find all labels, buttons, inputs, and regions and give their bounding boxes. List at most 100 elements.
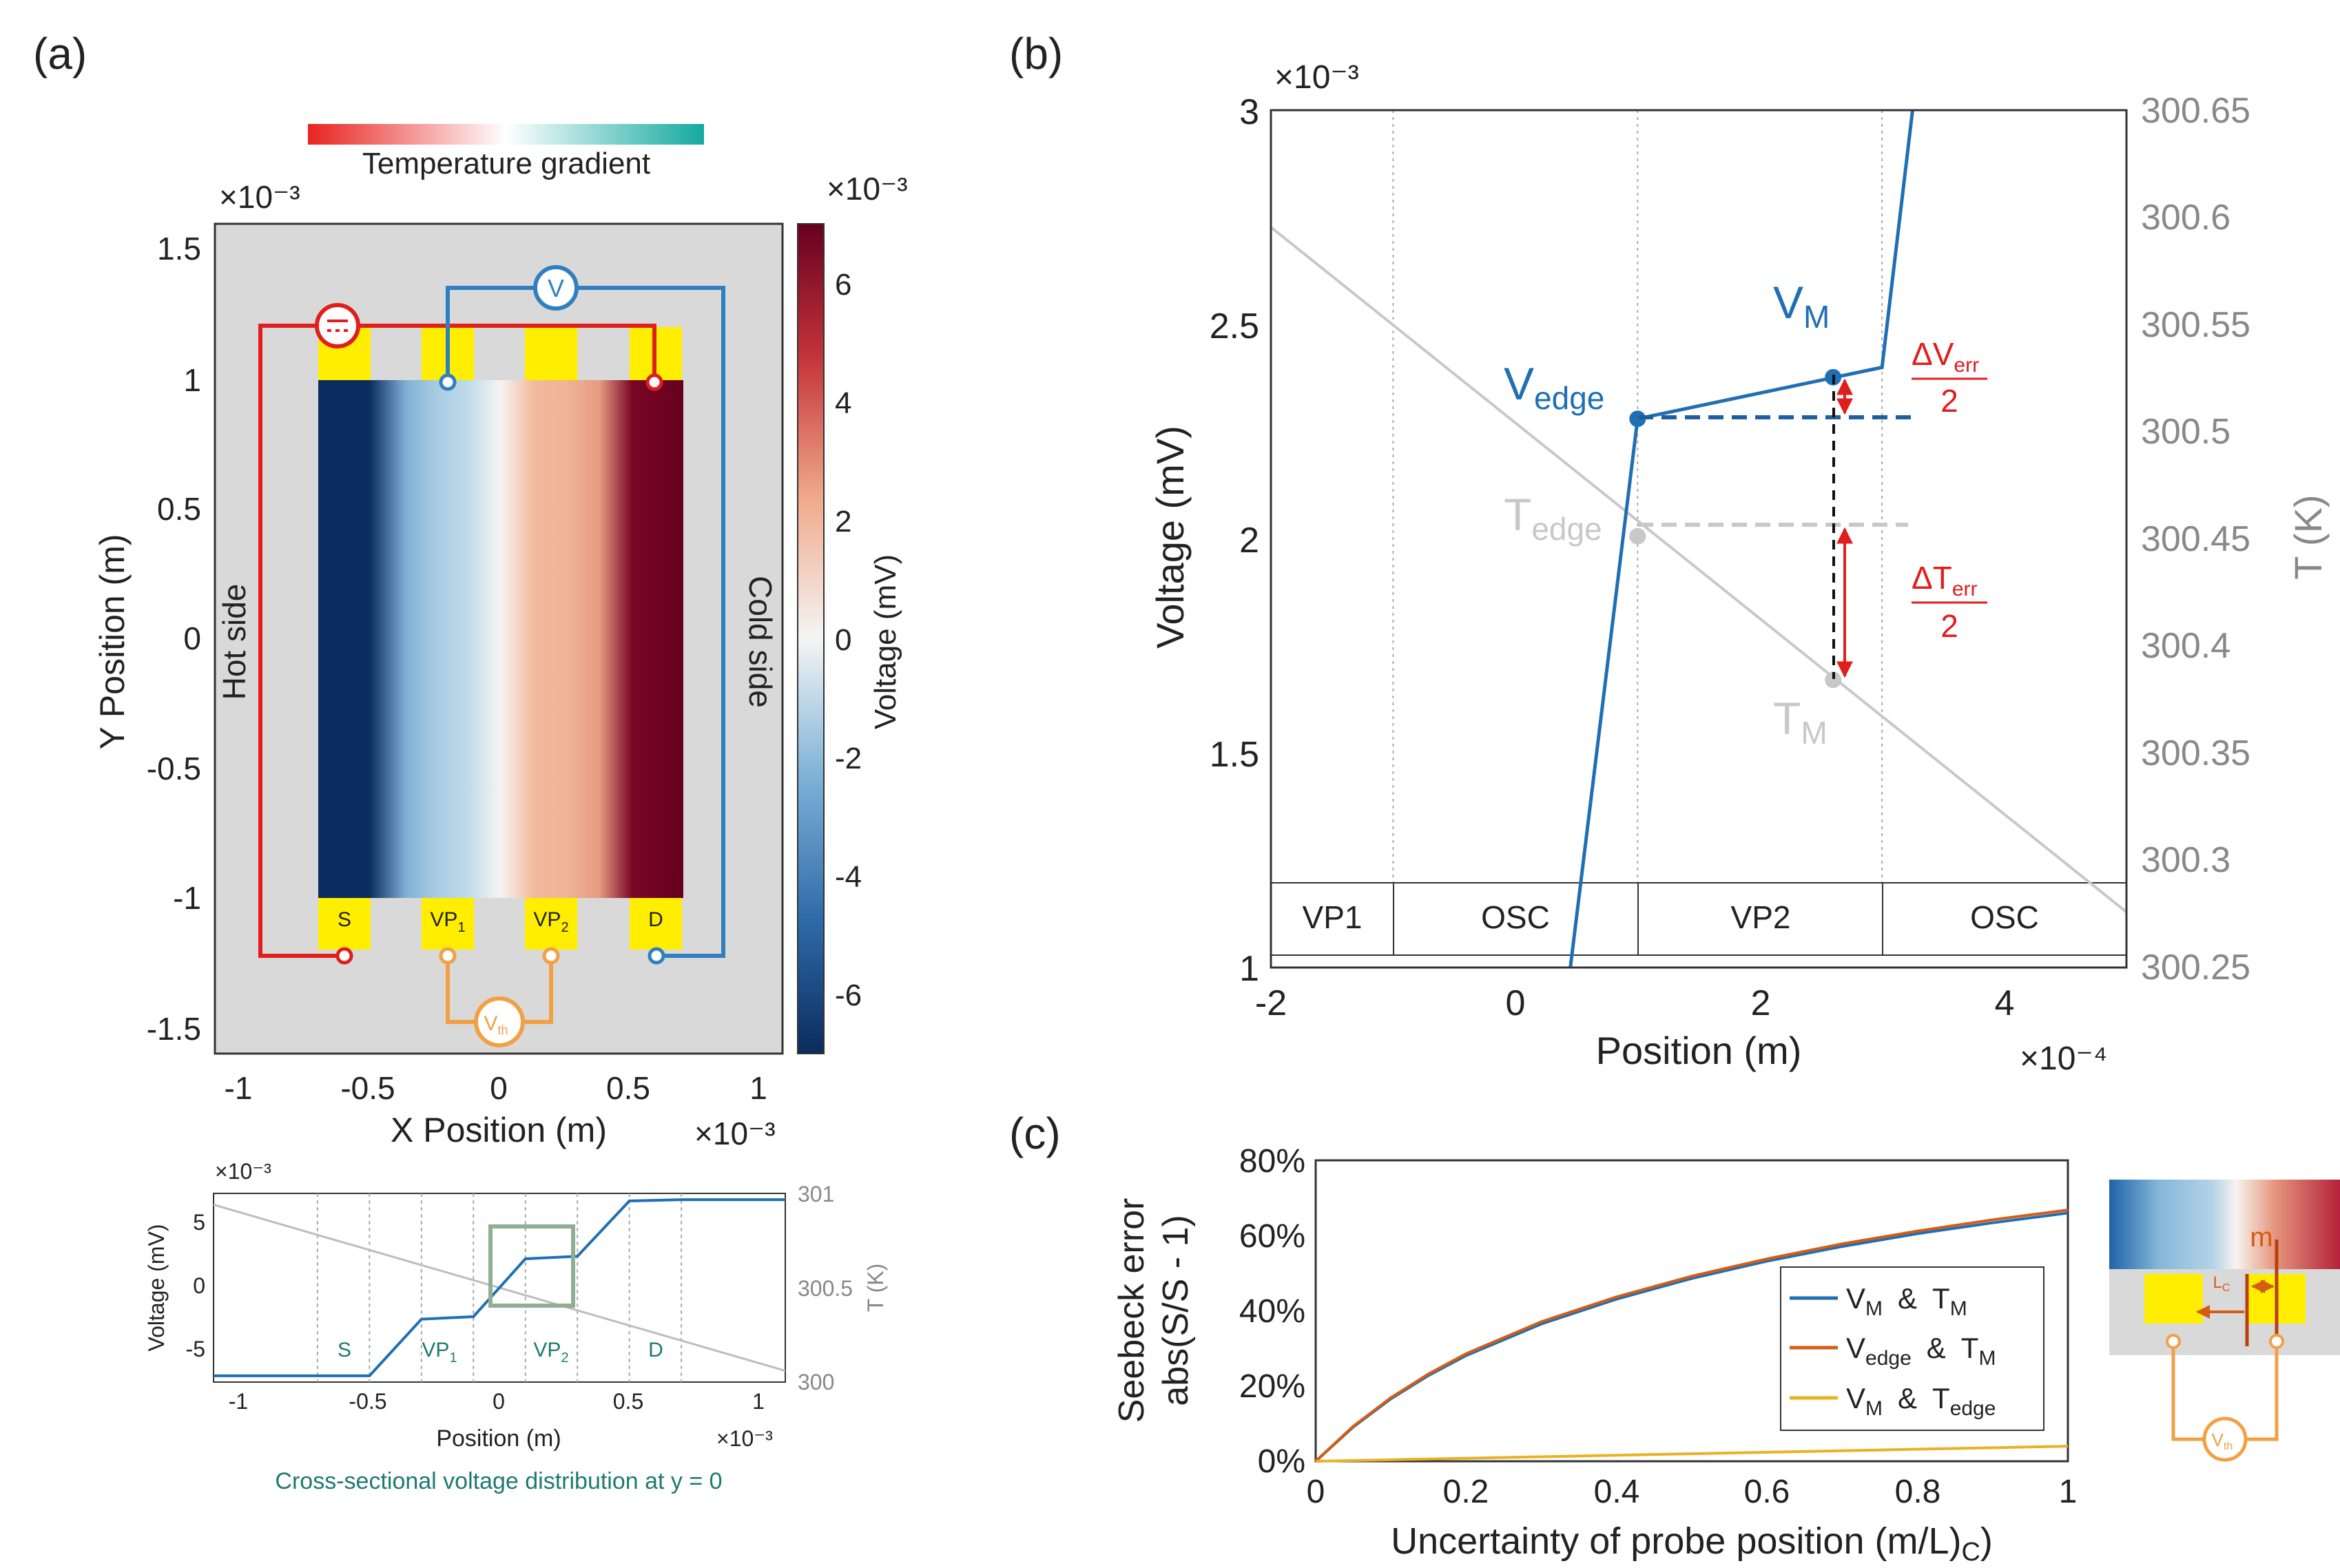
inset-vth-label: Vth bbox=[2212, 1430, 2233, 1452]
probe-point bbox=[439, 373, 457, 391]
colorbar-ticks: 6 4 2 0 -2 -4 -6 bbox=[835, 268, 862, 1012]
x-tick-label: -1 bbox=[225, 1070, 253, 1106]
x-tick-label: 1 bbox=[749, 1070, 767, 1106]
x-tick-label: 0 bbox=[1506, 983, 1526, 1023]
voltmeter-icon bbox=[533, 265, 579, 311]
x-tick-label: -0.5 bbox=[340, 1070, 395, 1106]
y-tick-label: 1 bbox=[1239, 949, 1259, 989]
y-tick-label: 20% bbox=[1239, 1368, 1305, 1405]
panel-label-b: (b) bbox=[1009, 29, 1063, 79]
x-tick-label: 2 bbox=[1751, 983, 1771, 1023]
region-label-osc: OSC bbox=[1481, 899, 1550, 935]
current-source-icon bbox=[315, 303, 360, 348]
inset-vth-meter-icon bbox=[2202, 1417, 2248, 1462]
c-plot bbox=[1314, 1209, 2069, 1463]
y2-tick-label: 301 bbox=[798, 1182, 834, 1206]
b-ylabel: Voltage (mV) bbox=[1148, 426, 1192, 649]
profile-x-ticks: -1 -0.5 0 0.5 1 bbox=[229, 1389, 765, 1414]
b-gridlines bbox=[1392, 110, 1883, 883]
legend-entry-vedge-tm: Vedge & TM bbox=[1846, 1332, 1996, 1370]
voltmeter-label: V bbox=[548, 274, 564, 302]
cbar-tick: 0 bbox=[835, 623, 851, 657]
dv-err-denominator: 2 bbox=[1940, 383, 1958, 419]
pad-label: VP2 bbox=[533, 908, 568, 935]
x-tick-label: 0.6 bbox=[1744, 1474, 1790, 1510]
temperature-gradient-bar bbox=[308, 124, 704, 145]
voltage-field bbox=[318, 380, 683, 898]
hot-side-label: Hot side bbox=[216, 584, 252, 700]
b-xlabel: Position (m) bbox=[1596, 1029, 1802, 1072]
inset-lc-label: LC bbox=[2213, 1273, 2230, 1294]
x-tick-label: 0.5 bbox=[606, 1070, 650, 1106]
y-tick-label: 3 bbox=[1239, 92, 1259, 132]
region-label-vp2: VP2 bbox=[1731, 899, 1791, 935]
dt-err-numerator: ΔTerr bbox=[1912, 560, 1978, 600]
cbar-tick: 6 bbox=[835, 268, 851, 302]
c-series-vm-tedge bbox=[1315, 1445, 2069, 1463]
y-tick-label: 1.5 bbox=[1210, 735, 1259, 775]
panel-b-chart: ×10⁻³ VP1 OSC VP2 OSC Vedge VM Tedge TM … bbox=[1148, 59, 2330, 1077]
source-wire bbox=[258, 324, 656, 958]
v-edge-label: Vedge bbox=[1504, 358, 1604, 416]
y2-tick-label: 300.45 bbox=[2141, 519, 2250, 559]
y2-tick-label: 300.4 bbox=[2141, 626, 2230, 666]
pad-label: D bbox=[648, 908, 663, 931]
b-axes bbox=[1270, 109, 2128, 969]
cbar-tick: 2 bbox=[835, 505, 851, 539]
x-tick-label: 0.8 bbox=[1895, 1474, 1941, 1510]
cbar-tick: -4 bbox=[835, 860, 862, 894]
probe-point bbox=[335, 947, 353, 965]
profile-caption: Cross-sectional voltage distribution at … bbox=[275, 1468, 722, 1494]
pad-vp1 bbox=[422, 898, 474, 950]
region-bar bbox=[1270, 882, 2127, 956]
y2-tick-label: 300.6 bbox=[2141, 198, 2230, 238]
b-x-ticks: -2 0 2 4 bbox=[1255, 983, 2015, 1023]
heatmap-xlabel: X Position (m) bbox=[391, 1111, 607, 1149]
profile-plot bbox=[213, 1198, 786, 1377]
vth-meter-icon bbox=[474, 996, 525, 1047]
pad-vp2 bbox=[525, 898, 577, 950]
heatmap-ylabel: Y Position (m) bbox=[93, 534, 132, 749]
probe-point bbox=[439, 947, 457, 965]
region-label: S bbox=[338, 1339, 351, 1361]
b-y-ticks: 3 2.5 2 1.5 1 bbox=[1210, 92, 1259, 989]
region-label-vp1: VP1 bbox=[1303, 899, 1363, 935]
panel-a-heatmap: Temperature gradient ×10⁻³ ×10⁻³ S VP1 V… bbox=[93, 124, 908, 1151]
y2-tick-label: 300 bbox=[798, 1370, 834, 1394]
b-ylabel-right: T (K) bbox=[2286, 494, 2330, 579]
profile-ylabel: Voltage (mV) bbox=[144, 1224, 169, 1352]
legend-entry-vm-tedge: VM & Tedge bbox=[1846, 1382, 1996, 1420]
y2-tick-label: 300.65 bbox=[2141, 91, 2250, 131]
c-ylabel-line1: Seebeck error bbox=[1112, 1198, 1152, 1423]
y-tick-label: 1.5 bbox=[157, 231, 201, 266]
b-y-exponent: ×10⁻³ bbox=[1274, 59, 1359, 96]
inset-pad bbox=[2144, 1274, 2203, 1324]
pad-s bbox=[318, 898, 371, 950]
pad-label: VP1 bbox=[430, 908, 465, 935]
y2-tick-label: 300.3 bbox=[2141, 840, 2230, 880]
y-tick-label: 0.5 bbox=[157, 491, 201, 527]
x-tick-label: -1 bbox=[229, 1389, 248, 1414]
profile-xlabel: Position (m) bbox=[436, 1425, 561, 1452]
c-inset: m LC Vth bbox=[2109, 1180, 2340, 1462]
panel-label-a: (a) bbox=[33, 29, 87, 79]
x-tick-label: 0.4 bbox=[1594, 1474, 1640, 1510]
y2-tick-label: 300.35 bbox=[2141, 733, 2250, 773]
y-tick-label: -1.5 bbox=[147, 1011, 201, 1047]
c-x-ticks: 0 0.2 0.4 0.6 0.8 1 bbox=[1307, 1474, 2078, 1510]
x-tick-label: 0.2 bbox=[1443, 1474, 1489, 1510]
cbar-tick: -2 bbox=[835, 742, 862, 775]
x-tick-label: 1 bbox=[752, 1389, 765, 1414]
panel-label-c: (c) bbox=[1009, 1109, 1061, 1158]
inset-m-label: m bbox=[2250, 1222, 2272, 1253]
cold-side-label: Cold side bbox=[743, 576, 778, 708]
colorbar-exponent: ×10⁻³ bbox=[827, 171, 908, 207]
y-tick-label: -5 bbox=[186, 1337, 205, 1361]
y-tick-label: 2 bbox=[1239, 521, 1259, 561]
y-exponent: ×10⁻³ bbox=[219, 179, 300, 215]
y-tick-label: 60% bbox=[1239, 1218, 1305, 1255]
y-tick-label: -0.5 bbox=[147, 751, 201, 786]
profile-y2-ticks: 301 300.5 300 bbox=[798, 1182, 853, 1394]
x-tick-label: -0.5 bbox=[349, 1389, 386, 1414]
v-m-label: VM bbox=[1773, 277, 1830, 335]
